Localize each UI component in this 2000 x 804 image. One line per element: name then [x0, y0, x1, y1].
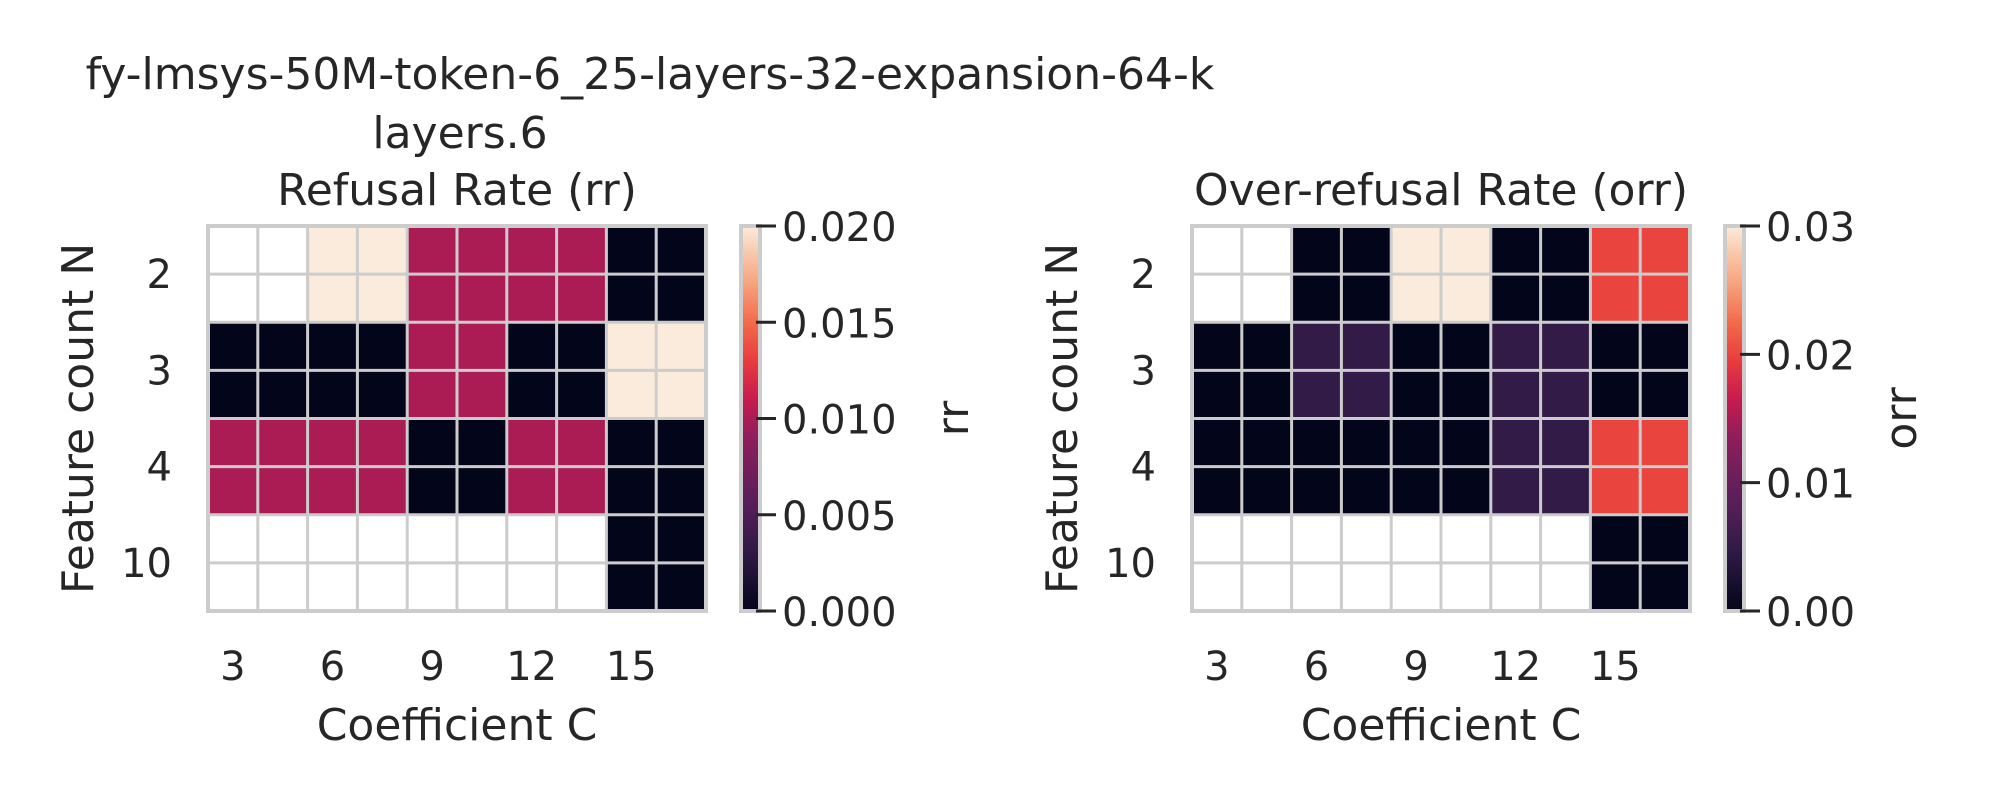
x-tick-label: 6 [320, 644, 345, 690]
colorbar-tick-label: 0.00 [1766, 590, 1855, 636]
x-tick-label: 6 [1304, 644, 1329, 690]
colorbar-label: orr [1876, 386, 1927, 449]
colorbar-tick-label: 0.010 [782, 398, 897, 444]
plot-frame [206, 224, 708, 613]
x-tick-label: 9 [419, 644, 444, 690]
plot-frame [1190, 224, 1692, 613]
colorbar [1723, 224, 1746, 613]
colorbar-label: rr [928, 400, 979, 436]
colorbar-tick-label: 0.020 [782, 205, 897, 251]
colorbar-tick-label: 0.03 [1766, 205, 1855, 251]
colorbar-tick-label: 0.02 [1766, 333, 1855, 379]
y-tick-label: 3 [147, 348, 172, 394]
x-tick-label: 9 [1403, 644, 1428, 690]
x-tick-label: 3 [1204, 644, 1229, 690]
colorbar-tick-label: 0.000 [782, 590, 897, 636]
x-axis-label: Coefficient C [1301, 700, 1582, 751]
x-axis-label: Coefficient C [317, 700, 598, 751]
x-tick-label: 12 [506, 644, 557, 690]
chart-title: Refusal Rate (rr) [277, 165, 637, 216]
y-axis-label: Feature count N [53, 243, 104, 594]
colorbar-tick-label: 0.015 [782, 301, 897, 347]
y-tick-label: 4 [147, 445, 172, 491]
y-axis-label: Feature count N [1037, 243, 1088, 594]
y-tick-label: 3 [1131, 348, 1156, 394]
colorbar-tick-label: 0.01 [1766, 462, 1855, 508]
x-tick-label: 15 [606, 644, 657, 690]
colorbar-tick-label: 0.005 [782, 494, 897, 540]
y-tick-label: 4 [1131, 445, 1156, 491]
y-tick-label: 10 [1105, 541, 1156, 587]
x-tick-label: 15 [1590, 644, 1641, 690]
suptitle-line-1: fy-lmsys-50M-token-6_25-layers-32-expans… [86, 49, 1215, 100]
suptitle-line-2: layers.6 [372, 108, 547, 159]
y-tick-label: 2 [1131, 252, 1156, 298]
chart-title: Over-refusal Rate (orr) [1194, 165, 1688, 216]
x-tick-label: 3 [220, 644, 245, 690]
heatmap-panel-2: Over-refusal Rate (orr) 3 6 9 12 15Coefficien… [1037, 165, 1927, 751]
y-tick-label: 2 [147, 252, 172, 298]
x-tick-label: 12 [1490, 644, 1541, 690]
y-tick-label: 10 [121, 541, 172, 587]
